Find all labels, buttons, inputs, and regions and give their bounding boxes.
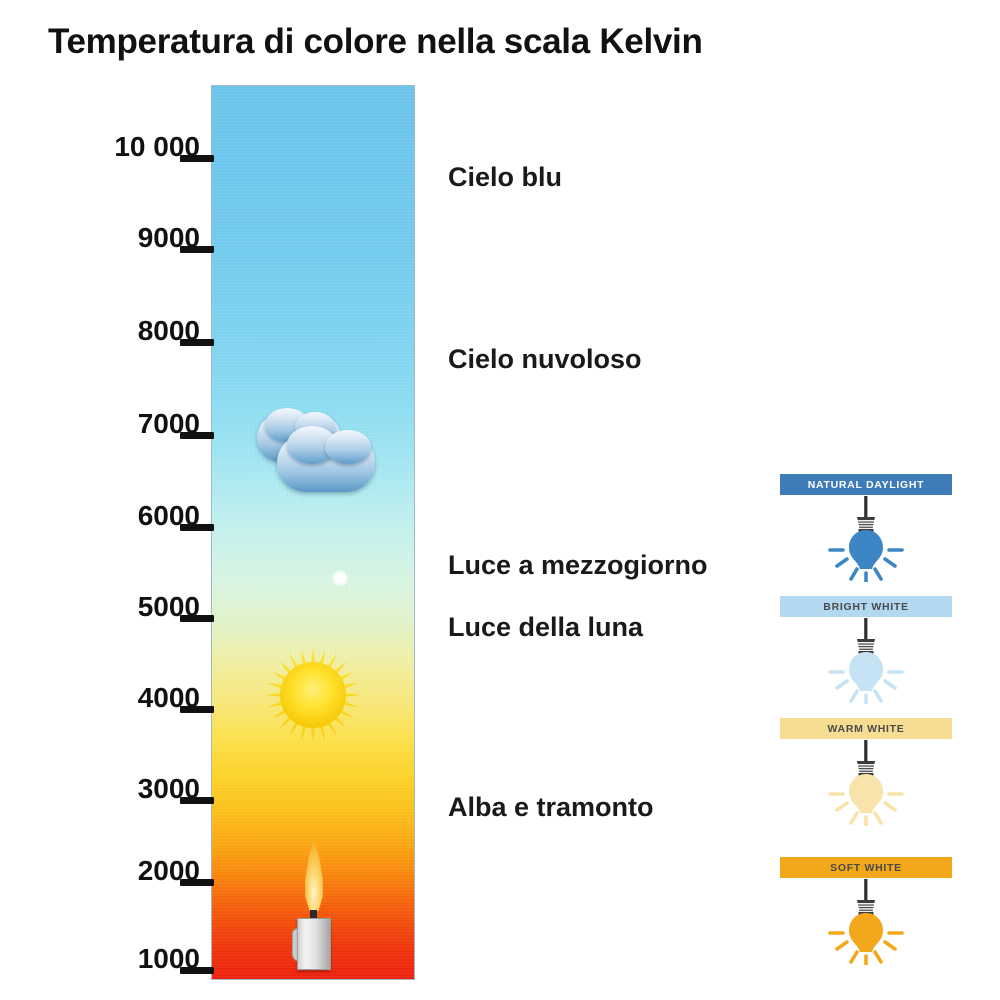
page-title: Temperatura di colore nella scala Kelvin <box>48 22 703 61</box>
candle-body <box>297 918 331 970</box>
bulb-legend-card[interactable]: WARM WHITE <box>780 718 952 827</box>
bulb-legend-banner: NATURAL DAYLIGHT <box>780 474 952 495</box>
bulb-icon <box>780 739 952 827</box>
axis-tick-mark <box>180 524 214 531</box>
axis-tick-mark <box>180 155 214 162</box>
gradient-fill <box>211 85 415 980</box>
description-label: Cielo nuvoloso <box>448 344 642 374</box>
bulb-legend: NATURAL DAYLIGHT BRIGHT WHITE WARM WHITE SO… <box>780 474 952 966</box>
bulb-legend-label: SOFT WHITE <box>830 861 902 874</box>
bulb-legend-label: NATURAL DAYLIGHT <box>807 478 925 491</box>
bulb-legend-banner: BRIGHT WHITE <box>780 596 952 617</box>
bulb-icon <box>780 617 952 705</box>
axis-tick-mark <box>180 246 214 253</box>
bulb-legend-banner: WARM WHITE <box>780 718 952 739</box>
candle-flame <box>305 840 323 914</box>
axis-tick-mark <box>180 615 214 622</box>
axis-tick-mark <box>180 339 214 346</box>
bulb-legend-card[interactable]: SOFT WHITE <box>780 857 952 966</box>
candle-wick <box>310 910 317 919</box>
description-label: Luce della luna <box>448 612 644 642</box>
candle-icon <box>288 840 338 970</box>
bulb-icon <box>780 878 952 966</box>
axis-tick-mark <box>180 706 214 713</box>
axis-tick-mark <box>180 967 214 974</box>
kelvin-gradient-bar <box>211 85 415 980</box>
bulb-legend-label: WARM WHITE <box>827 722 905 735</box>
description-label: Alba e tramonto <box>448 792 654 822</box>
sun-icon <box>263 645 363 745</box>
bulb-legend-card[interactable]: BRIGHT WHITE <box>780 596 952 705</box>
description-label: Cielo blu <box>448 162 562 192</box>
bulb-legend-label: BRIGHT WHITE <box>823 600 909 613</box>
bulb-legend-banner: SOFT WHITE <box>780 857 952 878</box>
axis-tick-mark <box>180 797 214 804</box>
axis-tick-mark <box>180 879 214 886</box>
bulb-legend-card[interactable]: NATURAL DAYLIGHT <box>780 474 952 583</box>
description-label: Luce a mezzogiorno <box>448 550 708 580</box>
moon-icon <box>332 570 348 586</box>
cloud-icon <box>251 408 391 508</box>
axis-tick-mark <box>180 432 214 439</box>
bulb-icon <box>780 495 952 583</box>
